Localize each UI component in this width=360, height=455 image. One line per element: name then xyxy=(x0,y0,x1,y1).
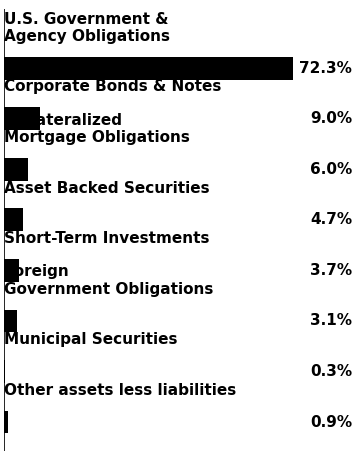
Text: Other assets less liabilities: Other assets less liabilities xyxy=(4,383,237,398)
Bar xyxy=(4,309,17,332)
Text: U.S. Government &
Agency Obligations: U.S. Government & Agency Obligations xyxy=(4,11,170,44)
Bar xyxy=(4,360,5,383)
Bar xyxy=(4,411,8,434)
Text: 3.7%: 3.7% xyxy=(310,263,352,278)
Bar xyxy=(4,259,19,282)
Text: Asset Backed Securities: Asset Backed Securities xyxy=(4,181,210,196)
Text: 9.0%: 9.0% xyxy=(310,111,352,126)
Text: 4.7%: 4.7% xyxy=(310,212,352,228)
Bar xyxy=(4,57,293,80)
Text: 0.9%: 0.9% xyxy=(310,415,352,430)
Text: 72.3%: 72.3% xyxy=(300,61,352,76)
Bar xyxy=(4,208,23,231)
Bar xyxy=(4,158,28,181)
Text: Corporate Bonds & Notes: Corporate Bonds & Notes xyxy=(4,80,221,95)
Text: Foreign
Government Obligations: Foreign Government Obligations xyxy=(4,264,213,297)
Text: Collateralized
Mortgage Obligations: Collateralized Mortgage Obligations xyxy=(4,113,190,145)
Text: 0.3%: 0.3% xyxy=(310,364,352,379)
Text: Municipal Securities: Municipal Securities xyxy=(4,332,178,347)
Text: Short-Term Investments: Short-Term Investments xyxy=(4,231,210,246)
Text: 3.1%: 3.1% xyxy=(310,313,352,329)
Bar xyxy=(4,107,40,130)
Text: 6.0%: 6.0% xyxy=(310,162,352,177)
